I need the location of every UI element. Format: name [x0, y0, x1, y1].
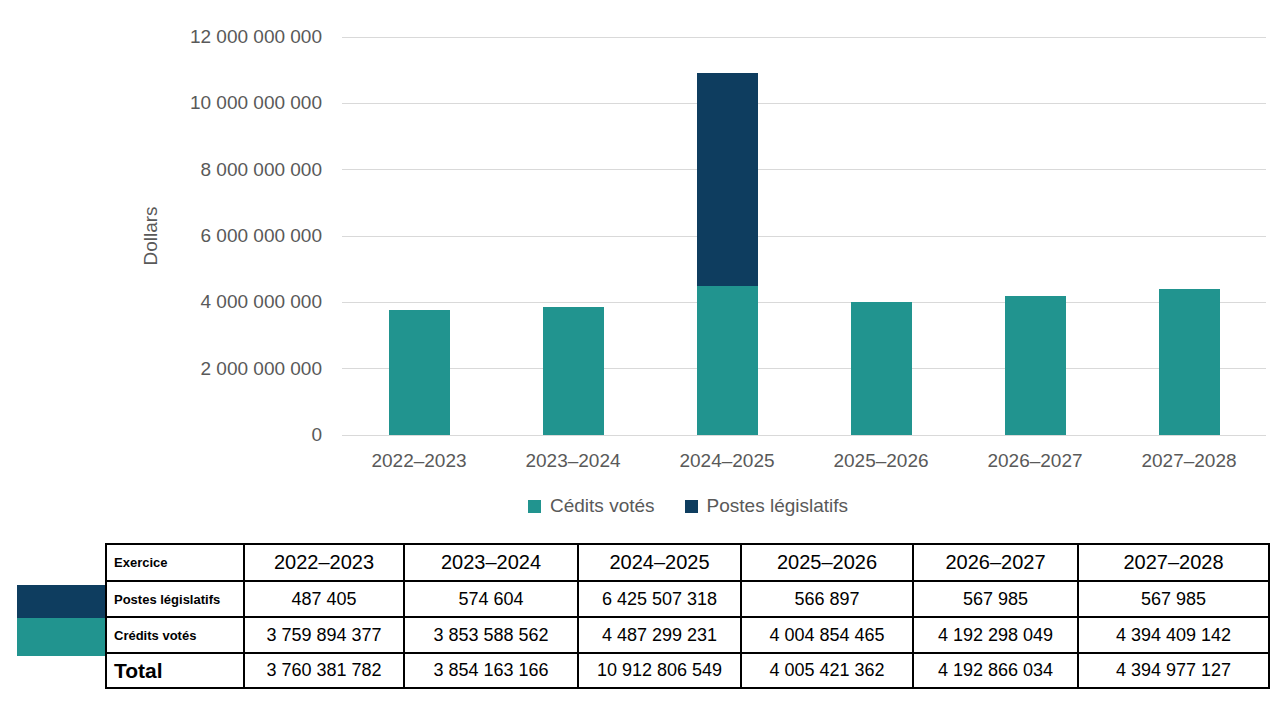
- legend-label: Cédits votés: [550, 495, 655, 517]
- y-tick-label: 8 000 000 000: [110, 159, 322, 181]
- table-column-header: 2025–2026: [741, 544, 913, 581]
- gridline: [342, 103, 1266, 104]
- chart-legend: Cédits votés Postes législatifs: [528, 495, 848, 517]
- table-cell: 10 912 806 549: [578, 653, 741, 688]
- table-column-header: 2022–2023: [244, 544, 404, 581]
- table-column-header: 2027–2028: [1078, 544, 1269, 581]
- table-column-header: 2023–2024: [404, 544, 578, 581]
- x-axis-label: 2023–2024: [496, 450, 650, 472]
- table-cell: 4 487 299 231: [578, 617, 741, 653]
- table-corner-label: Exercice: [106, 544, 244, 581]
- table-row: Total3 760 381 7823 854 163 16610 912 80…: [106, 653, 1269, 688]
- x-axis-label: 2024–2025: [650, 450, 804, 472]
- table-row-label: Crédits votés: [106, 617, 244, 653]
- bar-segment-teal-2023–2024: [543, 307, 604, 435]
- table-cell: 4 192 866 034: [913, 653, 1078, 688]
- data-table: Exercice2022–20232023–20242024–20252025–…: [105, 543, 1270, 689]
- gridline: [342, 169, 1266, 170]
- table-column-header: 2026–2027: [913, 544, 1078, 581]
- table-cell: 487 405: [244, 581, 404, 617]
- y-tick-label: 6 000 000 000: [110, 225, 322, 247]
- y-tick-label: 0: [110, 424, 322, 446]
- budget-chart-page: Dollars 02 000 000 0004 000 000 0006 000…: [0, 0, 1280, 720]
- bar-segment-teal-2026–2027: [1005, 296, 1066, 435]
- y-tick-label: 4 000 000 000: [110, 291, 322, 313]
- table-cell: 3 854 163 166: [404, 653, 578, 688]
- table-key-swatch-credits-votes: [17, 618, 105, 656]
- bar-segment-navy-2024–2025: [697, 73, 758, 286]
- x-axis-label: 2027–2028: [1112, 450, 1266, 472]
- table-cell: 3 760 381 782: [244, 653, 404, 688]
- legend-item: Cédits votés: [528, 495, 655, 517]
- table-cell: 567 985: [913, 581, 1078, 617]
- table-cell: 6 425 507 318: [578, 581, 741, 617]
- x-axis-label: 2022–2023: [342, 450, 496, 472]
- table-row-label: Total: [106, 653, 244, 688]
- legend-swatch-icon: [528, 500, 541, 513]
- table-header-row: Exercice2022–20232023–20242024–20252025–…: [106, 544, 1269, 581]
- table-cell: 4 005 421 362: [741, 653, 913, 688]
- gridline: [342, 368, 1266, 369]
- table-cell: 4 394 409 142: [1078, 617, 1269, 653]
- legend-label: Postes législatifs: [707, 495, 849, 517]
- table-cell: 3 759 894 377: [244, 617, 404, 653]
- x-axis-label: 2025–2026: [804, 450, 958, 472]
- x-axis-label: 2026–2027: [958, 450, 1112, 472]
- table-row: Postes législatifs487 405574 6046 425 50…: [106, 581, 1269, 617]
- table-cell: 4 192 298 049: [913, 617, 1078, 653]
- table-cell: 4 004 854 465: [741, 617, 913, 653]
- y-tick-label: 10 000 000 000: [110, 92, 322, 114]
- legend-swatch-icon: [685, 500, 698, 513]
- table-cell: 567 985: [1078, 581, 1269, 617]
- gridline: [342, 435, 1266, 436]
- table-cell: 3 853 588 562: [404, 617, 578, 653]
- table-column-header: 2024–2025: [578, 544, 741, 581]
- table-key-swatch-postes-legislatifs: [17, 585, 105, 618]
- gridline: [342, 37, 1266, 38]
- table-cell: 566 897: [741, 581, 913, 617]
- y-tick-label: 12 000 000 000: [110, 26, 322, 48]
- bar-segment-teal-2022–2023: [389, 310, 450, 435]
- bar-segment-teal-2024–2025: [697, 286, 758, 435]
- table-row-label: Postes législatifs: [106, 581, 244, 617]
- gridline: [342, 236, 1266, 237]
- gridline: [342, 302, 1266, 303]
- table-row: Crédits votés3 759 894 3773 853 588 5624…: [106, 617, 1269, 653]
- y-tick-label: 2 000 000 000: [110, 358, 322, 380]
- bar-segment-teal-2025–2026: [851, 302, 912, 435]
- table-cell: 4 394 977 127: [1078, 653, 1269, 688]
- bar-segment-teal-2027–2028: [1159, 289, 1220, 435]
- legend-item: Postes législatifs: [685, 495, 849, 517]
- table-cell: 574 604: [404, 581, 578, 617]
